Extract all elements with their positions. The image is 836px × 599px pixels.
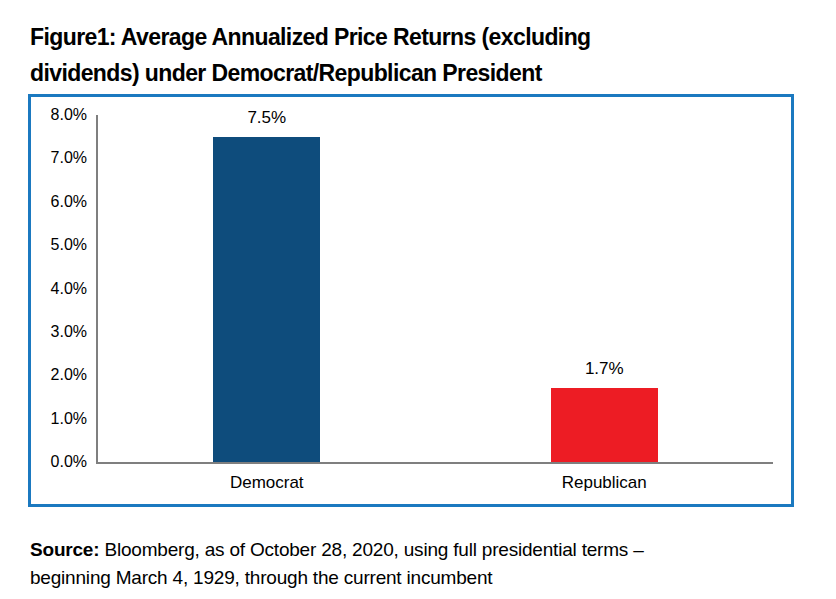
- bar-republican: [551, 388, 658, 462]
- source-note-line1: Source: Bloomberg, as of October 28, 202…: [30, 536, 820, 564]
- y-tick-label: 2.0%: [31, 365, 87, 385]
- source-label: Source:: [30, 539, 99, 560]
- y-tick-label: 7.0%: [31, 148, 87, 168]
- y-tick-label: 4.0%: [31, 279, 87, 299]
- source-text-line1: Bloomberg, as of October 28, 2020, using…: [99, 539, 643, 560]
- x-axis-line: [98, 462, 773, 464]
- source-text-line2: beginning March 4, 1929, through the cur…: [30, 564, 820, 592]
- figure-page: Figure1: Average Annualized Price Return…: [0, 0, 836, 599]
- bar-democrat: [213, 137, 320, 462]
- bar-chart-plot: 0.0% 1.0% 2.0% 3.0% 4.0% 5.0% 6.0% 7.0% 8.0% 7.5%…: [31, 97, 791, 504]
- bar-value-label-democrat: 7.5%: [207, 108, 327, 128]
- category-label-democrat: Democrat: [187, 473, 347, 493]
- figure-title-line1: Figure1: Average Annualized Price Return…: [30, 19, 810, 55]
- y-axis-line: [96, 115, 98, 464]
- y-tick-label: 3.0%: [31, 322, 87, 342]
- category-label-republican: Republican: [524, 473, 684, 493]
- source-note: Source: Bloomberg, as of October 28, 202…: [30, 536, 820, 592]
- y-tick-label: 6.0%: [31, 192, 87, 212]
- y-tick-label: 5.0%: [31, 235, 87, 255]
- chart-container: 0.0% 1.0% 2.0% 3.0% 4.0% 5.0% 6.0% 7.0% 8.0% 7.5%…: [28, 94, 794, 507]
- y-tick-label: 8.0%: [31, 105, 87, 125]
- figure-title-line2: dividends) under Democrat/Republican Pre…: [30, 55, 810, 91]
- bar-value-label-republican: 1.7%: [544, 359, 664, 379]
- y-tick-label: 1.0%: [31, 409, 87, 429]
- figure-title: Figure1: Average Annualized Price Return…: [30, 19, 810, 91]
- y-tick-label: 0.0%: [31, 452, 87, 472]
